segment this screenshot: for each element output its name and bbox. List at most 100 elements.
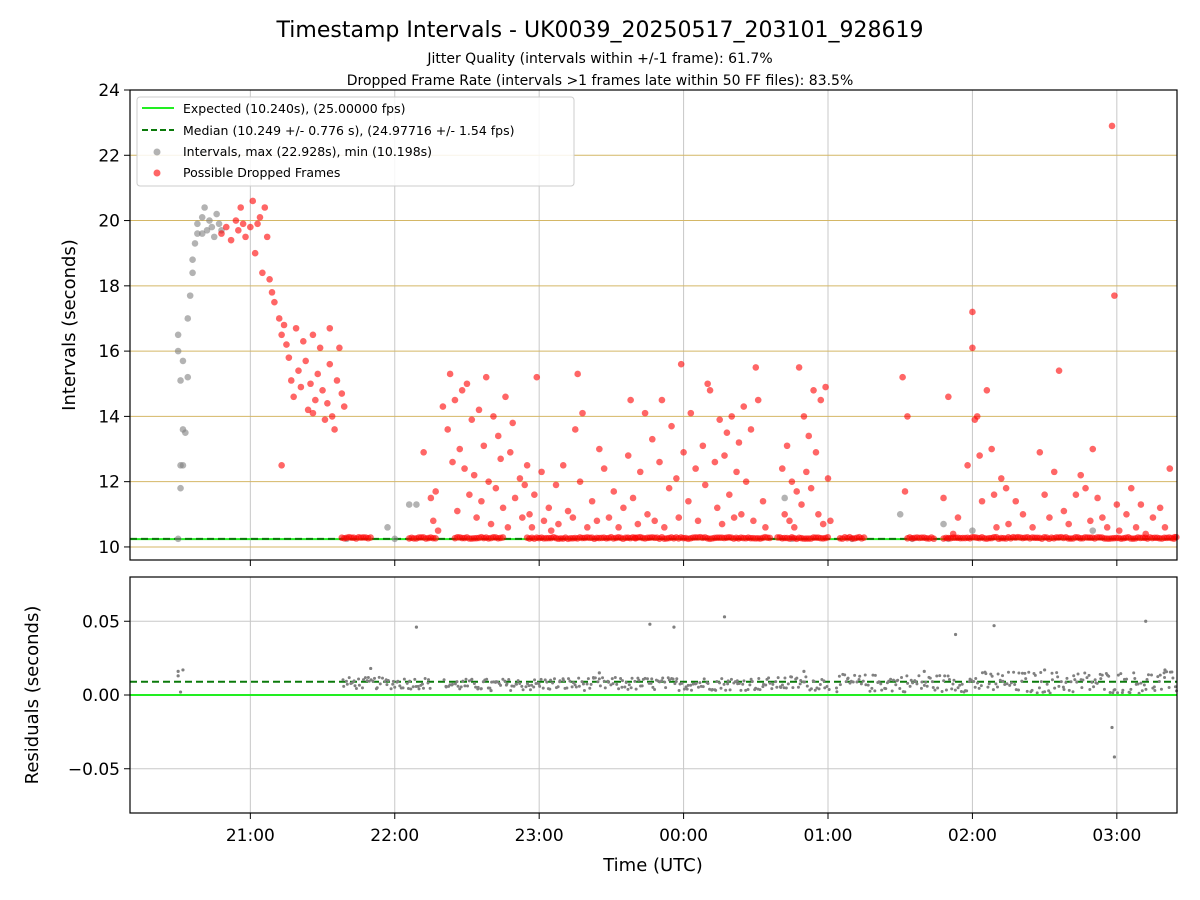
residual-point — [677, 689, 681, 693]
residual-point — [1140, 689, 1144, 693]
residual-point — [1080, 686, 1084, 690]
residual-point — [391, 682, 395, 686]
dropped-frame-point — [685, 497, 692, 505]
residual-point — [380, 676, 384, 680]
residual-point — [871, 673, 875, 677]
dropped-frame-point — [482, 373, 490, 381]
dropped-frame-point — [420, 448, 427, 456]
dropped-frame-point — [485, 478, 492, 485]
dropped-frame-point — [304, 406, 312, 414]
residual-point — [989, 672, 993, 676]
dropped-frame-point — [1012, 497, 1020, 505]
dropped-frame-point — [1077, 471, 1085, 479]
residual-point — [570, 685, 574, 689]
residual-point — [389, 687, 393, 691]
residual-point — [176, 669, 180, 674]
dropped-frame-point — [1108, 122, 1116, 130]
residual-point — [1170, 670, 1174, 674]
residual-point — [1072, 674, 1076, 678]
top-y-tick-label-0: 10 — [98, 538, 120, 558]
residual-point — [528, 688, 532, 692]
residual-point — [341, 678, 345, 682]
residual-point — [543, 678, 547, 682]
residual-point — [571, 681, 575, 685]
residual-point — [556, 685, 560, 689]
dropped-frame-point — [278, 331, 285, 339]
residual-point — [345, 682, 349, 686]
interval-point — [177, 484, 184, 492]
residual-point — [1053, 686, 1057, 690]
residual-point — [588, 686, 592, 690]
residual-point — [409, 687, 413, 691]
residual-point — [663, 680, 667, 684]
residual-point — [660, 679, 664, 683]
residual-point — [360, 686, 364, 690]
dropped-frame-point — [528, 524, 536, 531]
dropped-frame-point — [278, 462, 285, 469]
dropped-frame-point — [1060, 507, 1068, 515]
residual-point — [1128, 691, 1132, 695]
top-y-tick-label-7: 24 — [98, 81, 120, 101]
dropped-frame-point — [584, 524, 591, 531]
residual-point — [520, 684, 524, 688]
dropped-frame-point — [521, 481, 529, 489]
residual-point — [1129, 687, 1133, 691]
interval-point — [413, 501, 420, 508]
residual-point — [1110, 725, 1114, 730]
residual-point — [1162, 671, 1166, 675]
top-y-tick-label-2: 14 — [98, 407, 120, 427]
residual-point — [889, 677, 893, 681]
x-tick-label-0: 21:00 — [226, 826, 275, 846]
dropped-frame-point — [1142, 530, 1150, 538]
residual-point — [838, 683, 842, 687]
dropped-frame-point — [1132, 524, 1140, 531]
residual-point — [1039, 680, 1043, 684]
residual-point — [905, 674, 909, 678]
residual-point — [1139, 681, 1143, 685]
residual-point — [1006, 670, 1010, 674]
dropped-frame-point — [954, 514, 962, 521]
residual-point — [742, 679, 746, 683]
residual-point — [935, 674, 939, 678]
x-tick-label-3: 00:00 — [659, 826, 708, 846]
dropped-frame-point — [295, 367, 302, 374]
residual-point — [965, 689, 969, 693]
residual-point — [1061, 685, 1065, 689]
dropped-baseline-point — [824, 533, 832, 541]
residual-point — [562, 678, 566, 682]
residual-point — [651, 685, 655, 689]
dropped-frame-point — [429, 517, 437, 525]
dropped-frame-point — [798, 501, 805, 508]
dropped-frame-point — [475, 406, 483, 414]
residual-point — [453, 682, 457, 686]
residual-point — [541, 686, 545, 690]
dropped-frame-point — [287, 377, 295, 384]
residual-point — [775, 685, 779, 689]
dropped-frame-point — [786, 517, 793, 525]
dropped-frame-point — [309, 331, 317, 339]
residual-point — [1158, 673, 1162, 677]
residual-point — [884, 687, 888, 691]
residual-point — [385, 683, 389, 687]
dropped-frame-point — [940, 494, 947, 502]
dropped-frame-point — [492, 484, 500, 492]
x-tick-label-2: 23:00 — [515, 826, 564, 846]
residual-point — [1045, 682, 1049, 686]
legend-dropped-swatch — [153, 169, 161, 177]
dropped-frame-point — [336, 344, 343, 352]
residual-point — [837, 674, 841, 678]
dropped-frame-point — [718, 520, 726, 528]
legend-intervals-swatch — [153, 148, 161, 156]
dropped-frame-point — [449, 458, 456, 466]
residual-point — [880, 688, 884, 692]
residual-point — [602, 679, 606, 683]
residual-point — [357, 683, 361, 687]
dropped-frame-point — [817, 396, 825, 404]
dropped-frame-point — [1094, 494, 1101, 502]
residual-point — [754, 686, 758, 690]
residual-point — [1092, 685, 1096, 689]
residual-point — [992, 624, 996, 628]
residual-point — [1102, 687, 1106, 691]
dropped-frame-point — [656, 458, 663, 466]
residual-point — [873, 689, 877, 693]
